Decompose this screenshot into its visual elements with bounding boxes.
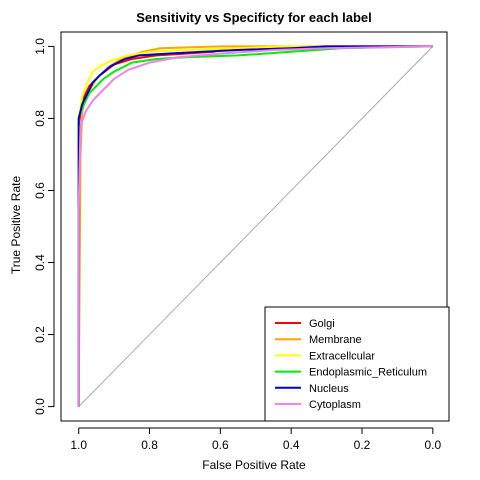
x-axis-label: False Positive Rate: [202, 458, 306, 472]
series-line-extracellcular: [77, 45, 433, 407]
x-tick-label: 0.0: [424, 438, 441, 452]
y-tick-label: 0.2: [33, 326, 47, 343]
legend-label: Golgi: [309, 318, 335, 330]
series-line-endoplasmic-reticulum: [77, 45, 433, 407]
y-tick-label: 0.8: [33, 110, 47, 127]
legend-label: Endoplasmic_Reticulum: [309, 367, 427, 379]
legend-label: Nucleus: [309, 383, 349, 395]
legend: Golgi Membrane Extracellcular Endoplasmic_R…: [264, 306, 450, 422]
plot-area: [77, 45, 434, 407]
x-tick-label: 0.6: [212, 438, 229, 452]
legend-box: [264, 306, 450, 422]
y-axis-label: True Positive Rate: [9, 176, 23, 275]
x-tick-label: 1.0: [70, 438, 87, 452]
x-tick-label: 0.4: [283, 438, 300, 452]
axes: 1.0 0.8 0.6 0.4 0.2 0.0 0.0 0.2 0.4 0.6 0.8 1.0: [33, 31, 448, 452]
legend-label: Cytoplasm: [309, 399, 361, 411]
series-line-nucleus: [77, 45, 433, 407]
plot-inner: [77, 45, 434, 407]
x-tick-label: 0.8: [141, 438, 158, 452]
x-tick-label: 0.2: [354, 438, 371, 452]
plot-frame: [60, 31, 448, 422]
y-tick-label: 0.6: [33, 182, 47, 199]
y-tick-label: 1.0: [33, 38, 47, 55]
series-line-cytoplasm: [77, 45, 433, 407]
diagonal-reference-line: [78, 46, 434, 407]
chart-title: Sensitivity vs Specificty for each label: [136, 10, 372, 25]
y-tick-label: 0.0: [33, 398, 47, 415]
legend-label: Extracellcular: [309, 350, 375, 362]
y-tick-label: 0.4: [33, 254, 47, 271]
legend-label: Membrane: [309, 334, 362, 346]
